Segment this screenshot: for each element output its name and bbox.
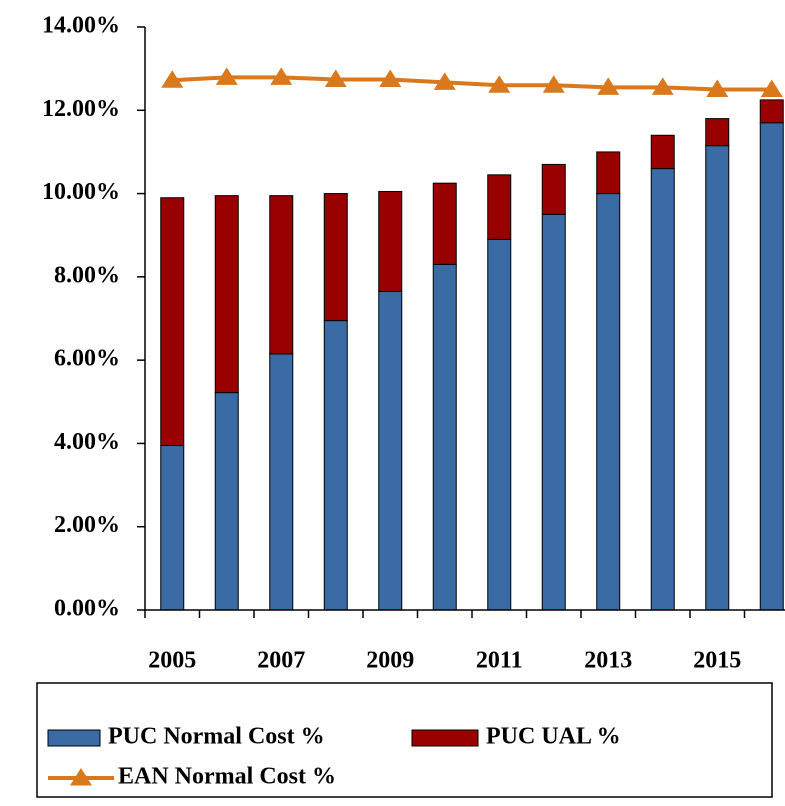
line-marker bbox=[270, 67, 293, 85]
y-tick-label: 8.00% bbox=[54, 262, 120, 288]
legend-swatch bbox=[411, 729, 479, 747]
bar-segment bbox=[541, 213, 566, 611]
legend-label: PUC Normal Cost % bbox=[108, 724, 325, 750]
bar-segment bbox=[160, 197, 185, 447]
line-marker bbox=[215, 67, 238, 85]
plot-area bbox=[144, 67, 785, 618]
bar-segment bbox=[487, 238, 512, 611]
bar-segment bbox=[378, 290, 403, 611]
bar-segment bbox=[650, 168, 675, 611]
line-marker bbox=[706, 79, 729, 97]
y-tick-label: 4.00% bbox=[54, 429, 120, 455]
bar-segment bbox=[705, 145, 730, 611]
bar-segment bbox=[323, 320, 348, 611]
line-marker bbox=[433, 72, 456, 90]
legend-label: PUC UAL % bbox=[486, 724, 621, 750]
x-tick-label: 2015 bbox=[693, 648, 741, 674]
legend-marker bbox=[70, 768, 92, 786]
legend-box bbox=[36, 682, 773, 798]
line-marker bbox=[651, 77, 674, 95]
bar-segment bbox=[323, 193, 348, 322]
bar-segment bbox=[214, 392, 239, 611]
line-marker bbox=[324, 69, 347, 87]
bar-segment bbox=[759, 122, 784, 611]
x-tick-label: 2005 bbox=[148, 648, 196, 674]
bar-segment bbox=[541, 163, 566, 215]
x-tick-label: 2007 bbox=[257, 648, 305, 674]
y-tick-label: 14.00% bbox=[42, 13, 120, 39]
bar-segment bbox=[487, 174, 512, 240]
bar-segment bbox=[269, 353, 294, 611]
line-marker bbox=[760, 79, 783, 97]
bar-segment bbox=[432, 263, 457, 611]
x-tick-label: 2009 bbox=[366, 648, 414, 674]
bar-segment bbox=[432, 182, 457, 265]
bar-segment bbox=[269, 195, 294, 355]
bar-segment bbox=[378, 190, 403, 292]
y-tick-label: 2.00% bbox=[54, 512, 120, 538]
line-marker bbox=[597, 77, 620, 95]
x-tick-label: 2011 bbox=[476, 648, 523, 674]
y-tick-label: 6.00% bbox=[54, 346, 120, 372]
y-tick-label: 0.00% bbox=[54, 596, 120, 622]
line-marker bbox=[161, 70, 184, 88]
bar-segment bbox=[596, 193, 621, 611]
y-tick-label: 12.00% bbox=[42, 96, 120, 122]
line-marker bbox=[379, 69, 402, 87]
bar-segment bbox=[705, 118, 730, 147]
legend-label: EAN Normal Cost % bbox=[118, 764, 336, 790]
y-tick-label: 10.00% bbox=[42, 179, 120, 205]
line-marker bbox=[542, 75, 565, 93]
bar-segment bbox=[596, 151, 621, 195]
bar-segment bbox=[650, 134, 675, 170]
x-tick-label: 2013 bbox=[584, 648, 632, 674]
bar-segment bbox=[160, 445, 185, 611]
bar-segment bbox=[214, 195, 239, 394]
bar-segment bbox=[759, 99, 784, 124]
line-marker bbox=[488, 75, 511, 93]
line-series bbox=[172, 75, 772, 92]
legend-swatch bbox=[47, 729, 101, 747]
